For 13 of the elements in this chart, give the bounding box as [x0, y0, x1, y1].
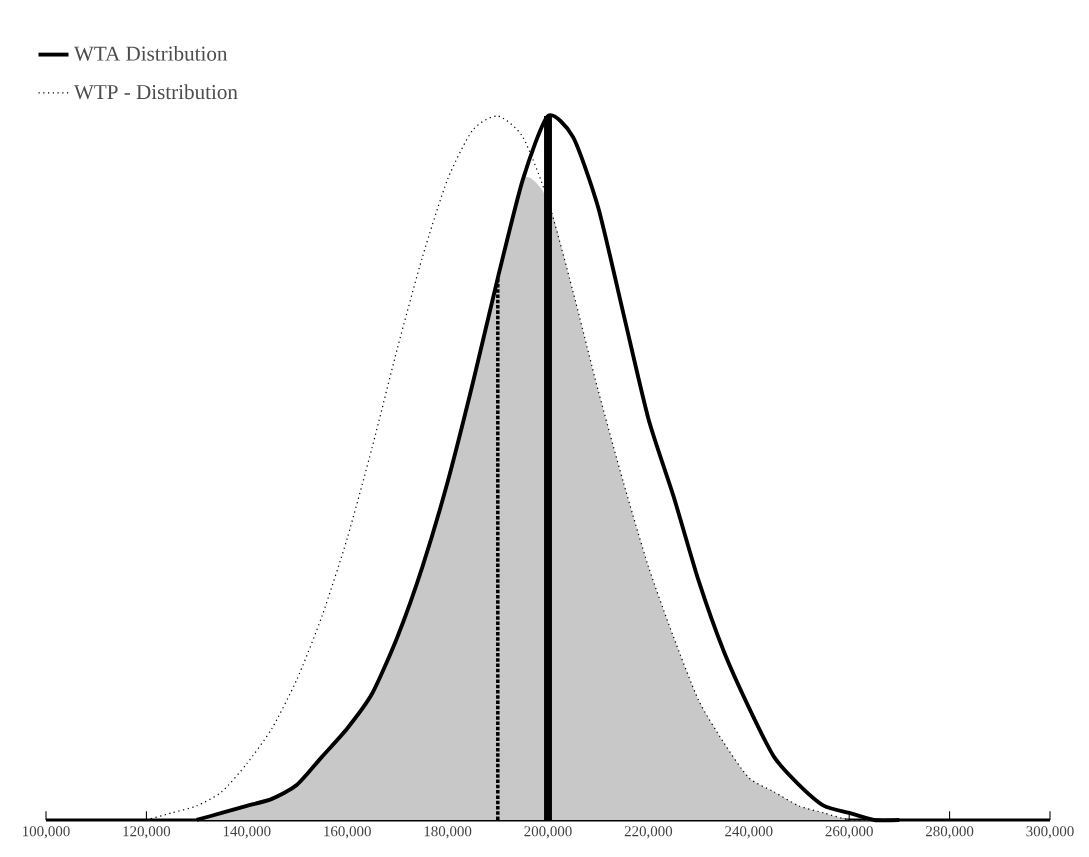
- x-tick-label: 280,000: [925, 826, 974, 839]
- x-tick-label: 240,000: [725, 826, 773, 839]
- x-tick-label: 260,000: [825, 826, 873, 839]
- x-tick-label: 180,000: [424, 826, 472, 839]
- x-tick-label: 140,000: [223, 826, 271, 839]
- x-tick-label: 120,000: [123, 826, 171, 839]
- x-tick-label: 100,000: [23, 826, 70, 839]
- x-tick-label: 160,000: [324, 826, 371, 839]
- legend-label: WTA Distribution: [73, 45, 228, 61]
- x-tick-label: 300,000: [1026, 826, 1074, 839]
- x-tick-label: 220,000: [624, 826, 673, 839]
- legend-label: WTP - Distribution: [73, 84, 238, 100]
- x-tick-label: 200,000: [524, 826, 572, 839]
